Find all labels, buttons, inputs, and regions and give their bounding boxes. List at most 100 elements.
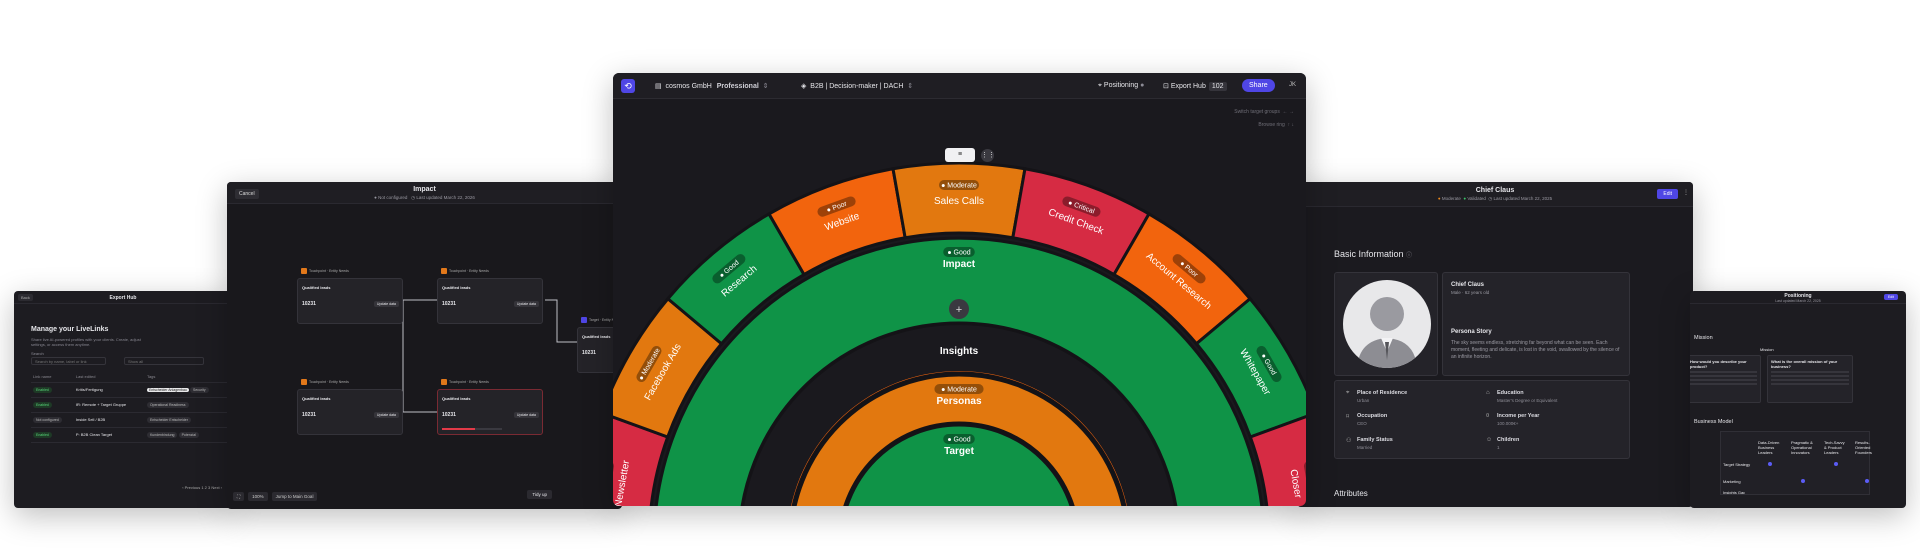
status-dot-icon: ● bbox=[374, 195, 377, 200]
clock-icon: ◷ bbox=[1488, 196, 1493, 201]
update-data-button[interactable]: Update data bbox=[513, 412, 539, 418]
segment-switcher[interactable]: ◈ B2B | Decision-maker | DACH ⇕ bbox=[801, 82, 913, 90]
info-icon: ⓘ bbox=[1406, 253, 1413, 259]
fact-residence: ⌖ Place of Residence Urban bbox=[1346, 390, 1408, 403]
table-row[interactable]: Enabled P: B2B Clean Target Kundenbindun… bbox=[31, 427, 231, 443]
table-row[interactable]: Enabled IR: Remote + Target Gruppe Opera… bbox=[31, 397, 231, 413]
grid-marker[interactable] bbox=[1834, 462, 1838, 466]
search-label: Search bbox=[31, 351, 44, 356]
table-row[interactable]: Enabled Kritis/Fertigung Entscheider Anl… bbox=[31, 382, 231, 398]
ring-status: ● Moderate bbox=[941, 387, 977, 394]
status-badge bbox=[939, 180, 979, 190]
positioning-header: Positioning Last updated March 22, 2025 … bbox=[1690, 291, 1906, 304]
touchpoint-icon bbox=[441, 379, 447, 385]
touchpoint-icon bbox=[301, 268, 307, 274]
layers-icon: ◈ bbox=[801, 83, 807, 90]
tag: Entscheider Entscheider bbox=[146, 417, 191, 423]
impact-meta: ● Not configured ◷ Last updated March 22… bbox=[227, 195, 622, 201]
update-data-button[interactable]: Update data bbox=[513, 301, 539, 307]
node-label: Qualified leads bbox=[442, 396, 471, 401]
persona-title: Chief Claus bbox=[1475, 187, 1515, 194]
grid-row-header: Target Strategy bbox=[1723, 462, 1751, 467]
export-hub-link[interactable]: ⊡ Export Hub 102 bbox=[1163, 82, 1227, 91]
touchpoint-segment[interactable] bbox=[1248, 413, 1306, 506]
table-row[interactable]: Not configured Inside Sell / B2B Entsche… bbox=[31, 412, 231, 428]
ring-label: Personas bbox=[936, 396, 981, 407]
livelinks-heading: Manage your LiveLinks bbox=[31, 326, 109, 333]
status-badge: Not configured bbox=[33, 417, 62, 423]
edit-button[interactable]: Edit bbox=[1883, 294, 1898, 300]
pagination[interactable]: ‹ Previous 1 2 3 Next › bbox=[182, 485, 222, 490]
tag: Operational Readiness bbox=[146, 402, 189, 408]
app-logo-icon[interactable]: ⟲ bbox=[621, 79, 635, 93]
node-label: Qualified leads bbox=[582, 334, 611, 339]
back-button[interactable]: Back bbox=[18, 294, 33, 301]
node-label: Qualified leads bbox=[302, 396, 331, 401]
list-view-toggle[interactable]: ≡ bbox=[945, 148, 975, 162]
persona-header: Chief Claus ● Moderate ● Validated ◷ Las… bbox=[1297, 182, 1693, 207]
question-card[interactable]: What is the overall mission of your busi… bbox=[1767, 355, 1853, 403]
status-badge bbox=[636, 346, 662, 382]
clock-icon: ◷ bbox=[411, 195, 416, 200]
ring-label: Target bbox=[944, 446, 974, 457]
node-value: 10231 bbox=[442, 301, 456, 307]
status-badge: Enabled bbox=[33, 402, 52, 408]
persona-panel: Chief Claus ● Moderate ● Validated ◷ Las… bbox=[1297, 182, 1693, 507]
touchpoint-node[interactable]: Touchpoint · Entity Needs Qualified lead… bbox=[437, 379, 543, 435]
edit-button[interactable]: Edit bbox=[1657, 189, 1678, 199]
share-button[interactable]: Share bbox=[1242, 79, 1275, 92]
touchpoint-node[interactable]: Touchpoint · Entity Needs Qualified lead… bbox=[437, 268, 543, 324]
segment-name: B2B | Decision-maker | DACH bbox=[810, 83, 904, 90]
tag: Kundenbindung bbox=[146, 432, 178, 438]
update-data-button[interactable]: Update data bbox=[373, 301, 399, 307]
workspace-switcher[interactable]: ▤ cosmos GmbH Professional ⇕ bbox=[655, 82, 769, 90]
column-header[interactable]: Link name bbox=[31, 371, 74, 383]
ring-impact[interactable] bbox=[654, 236, 1264, 506]
money-icon: ¤ bbox=[1486, 413, 1490, 419]
zoom-level[interactable]: 100% bbox=[248, 492, 268, 501]
touchpoint-label-group: ● Moderate Sales Calls bbox=[934, 180, 984, 207]
briefcase-icon: ⌑ bbox=[1346, 414, 1350, 420]
persona-status-moderate: Moderate bbox=[1441, 196, 1461, 201]
status-badge bbox=[1062, 196, 1101, 217]
ring-gap bbox=[744, 325, 1174, 506]
update-data-button[interactable]: Update data bbox=[373, 412, 399, 418]
column-header[interactable]: Tags bbox=[144, 371, 231, 383]
touchpoint-node[interactable]: Touchpoint · Entity Needs Qualified lead… bbox=[297, 268, 403, 324]
main-topbar: ⟲ ▤ cosmos GmbH Professional ⇕ ◈ B2B | D… bbox=[613, 73, 1306, 99]
fit-view-icon[interactable]: ⛶ bbox=[233, 492, 245, 501]
touchpoint-node[interactable]: Touchpoint · Entity Needs Qualified lead… bbox=[297, 379, 403, 435]
status-badge bbox=[817, 196, 856, 217]
ring-target[interactable] bbox=[841, 423, 1077, 506]
tag: Potenzial bbox=[178, 432, 199, 438]
search-input[interactable]: Search by name, label or link bbox=[31, 357, 106, 365]
add-ring-button[interactable] bbox=[949, 299, 969, 319]
fact-children: ☺ Children 1 bbox=[1486, 437, 1520, 450]
question-card[interactable]: How would you describe your product? bbox=[1690, 355, 1761, 403]
user-avatar[interactable]: JK bbox=[1289, 82, 1297, 88]
positioning-link[interactable]: ⌖ Positioning ● bbox=[1098, 82, 1145, 89]
switch-target-hint: Switch target groups ← → bbox=[1234, 109, 1294, 115]
more-options-icon[interactable]: ⋮ bbox=[1683, 190, 1689, 196]
grid-marker[interactable] bbox=[1865, 479, 1869, 483]
grid-marker[interactable] bbox=[1801, 479, 1805, 483]
jump-to-goal-button[interactable]: Jump to Main Goal bbox=[271, 492, 318, 501]
ring-personas[interactable] bbox=[791, 373, 1127, 506]
persona-silhouette-icon bbox=[1357, 297, 1417, 368]
browse-ring-hint: Browse ring ↑ ↓ bbox=[1258, 122, 1294, 128]
smile-icon: ☺ bbox=[1486, 437, 1493, 443]
attributes-heading: Attributes bbox=[1334, 489, 1368, 498]
persona-age: Male · 62 years old bbox=[1451, 290, 1490, 295]
status-dot-icon: ● bbox=[1437, 196, 1441, 201]
fact-family: ⚇ Family Status Married bbox=[1346, 437, 1393, 450]
grid-view-toggle[interactable]: ⋮⋮ bbox=[981, 149, 995, 162]
column-header[interactable]: Last edited bbox=[73, 371, 145, 383]
avatar-card bbox=[1334, 272, 1438, 376]
ring-status: ● Good bbox=[947, 250, 970, 257]
export-count-badge: 102 bbox=[1208, 82, 1227, 91]
cancel-button[interactable]: Cancel bbox=[235, 189, 259, 199]
tidy-up-button[interactable]: Tidy up bbox=[527, 490, 552, 499]
livelinks-table: Link name Last edited Tags Enabled Kriti… bbox=[31, 371, 231, 443]
filter-select[interactable]: Show all bbox=[124, 357, 204, 365]
grid-marker[interactable] bbox=[1768, 462, 1772, 466]
